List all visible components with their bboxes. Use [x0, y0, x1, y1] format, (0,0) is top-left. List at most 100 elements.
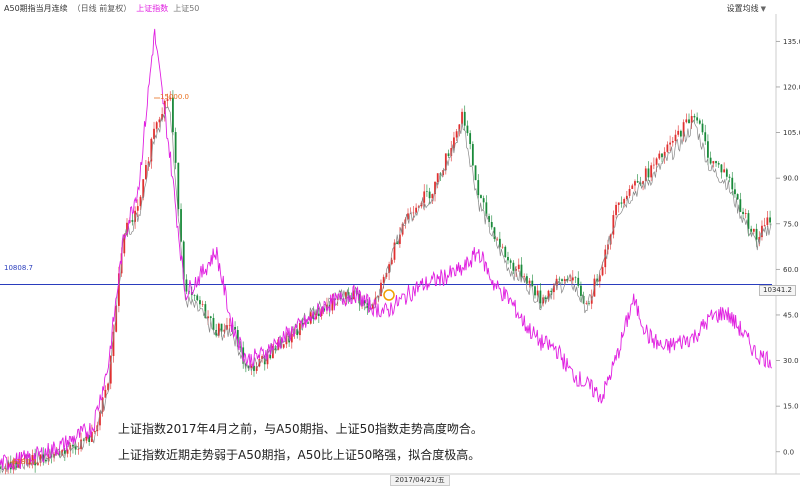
candle-body — [323, 308, 326, 311]
candle-body — [623, 199, 626, 204]
candle-body — [480, 195, 482, 199]
candle-body — [504, 246, 507, 257]
candle-body — [634, 181, 636, 186]
candle-body — [463, 111, 466, 126]
candle-body — [155, 122, 158, 129]
candle-body — [577, 277, 580, 286]
candle-body — [739, 199, 742, 212]
candle-body — [88, 435, 91, 442]
candle-body — [512, 262, 515, 271]
candle-body — [180, 209, 182, 242]
candle-body — [761, 225, 763, 238]
candle-body — [344, 292, 347, 299]
candle-body — [725, 169, 728, 177]
candle-body — [734, 189, 736, 195]
candle-body — [82, 439, 85, 441]
candle-body — [523, 276, 526, 277]
y-tick-label: 90.0 — [783, 175, 799, 183]
candle-body — [461, 111, 463, 125]
candle-body — [690, 115, 693, 124]
candle-body — [223, 329, 226, 332]
candle-body — [371, 304, 374, 309]
candle-body — [539, 290, 542, 304]
candle-body — [407, 213, 409, 220]
candle-body — [412, 212, 415, 214]
low-label: 6280.0 — [12, 458, 37, 466]
candle-body — [685, 119, 688, 123]
a50-candles — [0, 90, 771, 475]
candle-body — [744, 213, 747, 215]
candle-body — [652, 164, 655, 166]
candle-body — [625, 195, 628, 200]
annotation-2: 上证指数近期走势弱于A50期指，A50比上证50略强，拟合度极高。 — [118, 448, 481, 462]
legend-sse[interactable]: 上证指数 — [136, 4, 169, 13]
candle-body — [501, 246, 504, 248]
candle-body — [728, 176, 731, 178]
candle-body — [742, 211, 744, 215]
candle-body — [220, 323, 223, 332]
candle-body — [555, 278, 558, 286]
candle-body — [604, 249, 607, 268]
candle-body — [525, 276, 528, 284]
candle-body — [0, 466, 1, 469]
candle-body — [471, 144, 474, 166]
candle-body — [404, 219, 407, 224]
candle-body — [317, 313, 320, 316]
candle-body — [620, 202, 623, 204]
candle-body — [612, 215, 615, 235]
candle-body — [585, 303, 588, 304]
candle-body — [628, 188, 631, 196]
candle-body — [682, 122, 685, 137]
candle-body — [242, 347, 245, 364]
candle-body — [426, 191, 428, 193]
candle-body — [693, 115, 696, 118]
candle-body — [363, 300, 366, 304]
candle-body — [28, 461, 31, 465]
candle-body — [253, 365, 255, 371]
candle-body — [166, 99, 169, 101]
candle-body — [20, 459, 23, 461]
candle-body — [269, 354, 272, 359]
candle-body — [272, 346, 274, 359]
candle-body — [517, 264, 520, 270]
candle-body — [571, 277, 574, 281]
candle-body — [353, 290, 355, 300]
candle-body — [666, 144, 669, 152]
candle-body — [226, 325, 228, 330]
candle-body — [307, 322, 309, 324]
legend-sz50[interactable]: 上证50 — [173, 4, 200, 13]
candle-body — [204, 304, 207, 319]
candle-body — [447, 153, 450, 156]
candle-body — [296, 329, 299, 336]
candle-body — [520, 264, 523, 277]
candle-body — [598, 275, 601, 282]
candle-body — [650, 165, 653, 178]
candle-body — [601, 267, 604, 276]
candle-body — [77, 448, 80, 450]
sse-series — [0, 28, 773, 471]
candle-body — [199, 300, 201, 305]
highlight-marker — [383, 289, 395, 301]
candle-body — [336, 297, 339, 300]
candle-body — [153, 128, 155, 139]
candle-body — [544, 297, 547, 300]
candle-body — [193, 295, 196, 296]
candle-body — [12, 460, 15, 470]
candle-body — [534, 286, 536, 296]
candle-body — [290, 333, 293, 343]
candle-body — [674, 134, 677, 142]
annotation-1: 上证指数2017年4月之前，与A50期指、上证50指数走势高度吻合。 — [118, 422, 483, 436]
candle-body — [588, 303, 590, 304]
candle-body — [228, 325, 231, 326]
candle-body — [677, 130, 680, 135]
candle-body — [212, 317, 215, 331]
candle-body — [7, 462, 10, 469]
candle-body — [239, 346, 242, 348]
candle-body — [434, 181, 436, 195]
candle-body — [234, 326, 236, 331]
candle-body — [750, 228, 753, 232]
candle-body — [642, 181, 644, 185]
settings-ma-button[interactable]: 设置均线 ▼ — [727, 3, 766, 14]
candle-body — [282, 344, 285, 348]
